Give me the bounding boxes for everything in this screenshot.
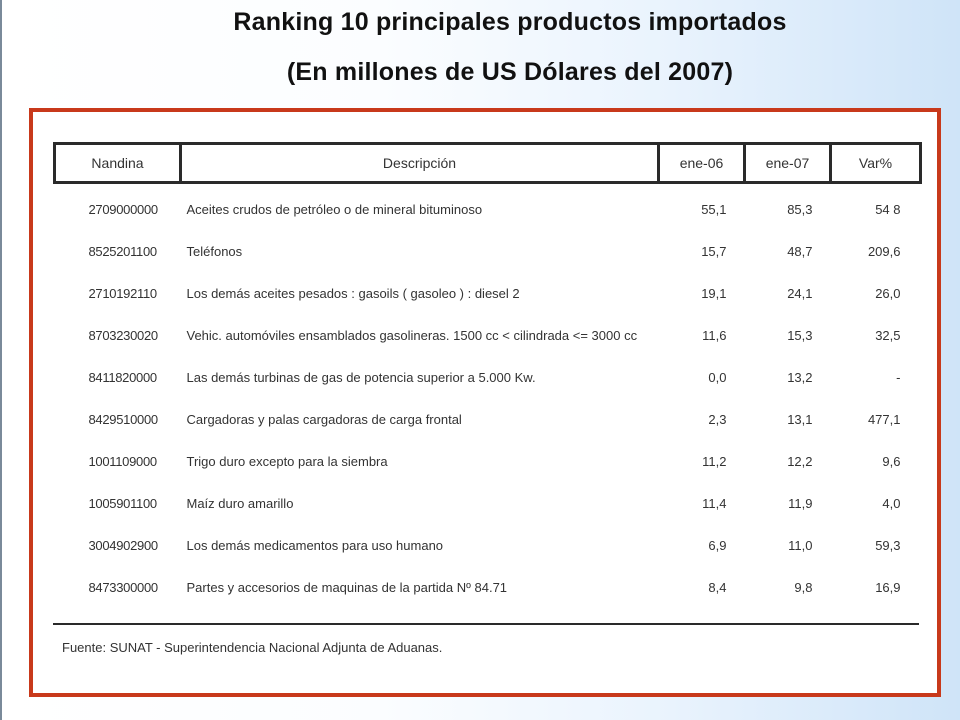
var-pct-cell: 16,9 [875,579,901,595]
table-row: 8411820000 Las demás turbinas de gas de p… [55,356,921,398]
ene-07-cell: 11,9 [788,495,813,511]
description-cell: Maíz duro amarillo [186,495,294,511]
header-nandina: Nandina [53,142,182,184]
ene-06-cell: 11,6 [702,327,727,343]
table-row: 1005901100 Maíz duro amarillo 11,4 11,9 4,0 [55,482,921,524]
table-row: 2709000000 Aceites crudos de petróleo o d… [55,183,921,231]
var-pct-cell: 9,6 [882,453,901,469]
header-descripcion: Descripción [179,142,660,184]
slide-title: Ranking 10 principales productos importa… [233,8,787,36]
nandina-cell: 3004902900 [88,537,159,553]
ene-06-cell: 8,4 [708,579,727,595]
nandina-cell: 8703230020 [88,327,159,343]
ene-06-cell: 55,1 [701,201,727,217]
table-row: 8703230020 Vehic. automóviles ensamblados… [55,314,921,356]
header-var-pct: Var% [829,142,922,184]
ene-06-cell: 6,9 [708,537,727,553]
table-row: 1001109000 Trigo duro excepto para la sie… [55,440,921,482]
ene-06-cell: 0,0 [708,369,727,385]
ene-06-cell: 2,3 [708,411,727,427]
table-row: 8473300000 Partes y accesorios de maquina… [55,566,921,608]
var-pct-cell: 209,6 [867,243,901,259]
ene-07-cell: 9,8 [794,579,813,595]
var-pct-cell: - [896,369,901,385]
description-cell: Aceites crudos de petróleo o de mineral … [186,201,483,217]
ene-07-cell: 11,0 [788,537,813,553]
nandina-cell: 2710192110 [88,285,158,301]
var-pct-cell: 32,5 [875,327,901,343]
slide-subtitle: (En millones de US Dólares del 2007) [286,58,734,86]
ene-07-cell: 13,1 [787,411,813,427]
header-ene-06: ene-06 [657,142,746,184]
var-pct-cell: 4,0 [882,495,901,511]
table-row: 8525201100 Teléfonos 15,7 48,7 209,6 [55,230,921,272]
slide-edge [0,0,2,720]
nandina-cell: 8411820000 [88,369,158,385]
source-note: Fuente: SUNAT - Superintendencia Naciona… [62,640,443,655]
var-pct-cell: 26,0 [875,285,901,301]
description-cell: Los demás aceites pesados : gasoils ( ga… [186,285,520,301]
description-cell: Teléfonos [186,243,243,259]
ene-06-cell: 19,1 [701,285,727,301]
table-row: 2710192110 Los demás aceites pesados : ga… [55,272,921,314]
nandina-cell: 8429510000 [88,411,159,427]
ene-06-cell: 11,2 [702,453,727,469]
var-pct-cell: 54 8 [875,201,901,217]
ene-06-cell: 11,4 [702,495,727,511]
imports-ranking-table: Nandina Descripción ene-06 ene-07 Var% 2… [53,142,922,608]
nandina-cell: 1001109000 [88,453,158,469]
description-cell: Cargadoras y palas cargadoras de carga f… [186,411,462,427]
nandina-cell: 1005901100 [88,495,158,511]
var-pct-cell: 477,1 [867,411,901,427]
ene-07-cell: 85,3 [787,201,813,217]
description-cell: Vehic. automóviles ensamblados gasoliner… [186,327,638,343]
ene-07-cell: 13,2 [787,369,813,385]
description-cell: Trigo duro excepto para la siembra [186,453,388,469]
header-ene-07: ene-07 [743,142,832,184]
ene-07-cell: 48,7 [787,243,813,259]
table-header-row: Nandina Descripción ene-06 ene-07 Var% [53,142,922,184]
nandina-cell: 8525201100 [88,243,158,259]
table-bottom-rule [53,623,919,625]
table-row: 8429510000 Cargadoras y palas cargadoras … [55,398,921,440]
description-cell: Los demás medicamentos para uso humano [186,537,444,553]
nandina-cell: 8473300000 [88,579,159,595]
ene-06-cell: 15,7 [701,243,727,259]
description-cell: Partes y accesorios de maquinas de la pa… [186,579,508,595]
table-row: 3004902900 Los demás medicamentos para us… [55,524,921,566]
ene-07-cell: 15,3 [787,327,813,343]
var-pct-cell: 59,3 [875,537,901,553]
imports-ranking-table-container: Nandina Descripción ene-06 ene-07 Var% 2… [53,142,922,608]
description-cell: Las demás turbinas de gas de potencia su… [186,369,536,385]
table-image-frame [29,108,941,697]
nandina-cell: 2709000000 [88,201,159,217]
ene-07-cell: 12,2 [787,453,813,469]
ene-07-cell: 24,1 [787,285,813,301]
